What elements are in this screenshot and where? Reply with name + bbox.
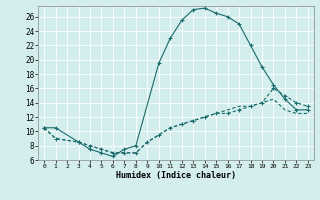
X-axis label: Humidex (Indice chaleur): Humidex (Indice chaleur) [116, 171, 236, 180]
